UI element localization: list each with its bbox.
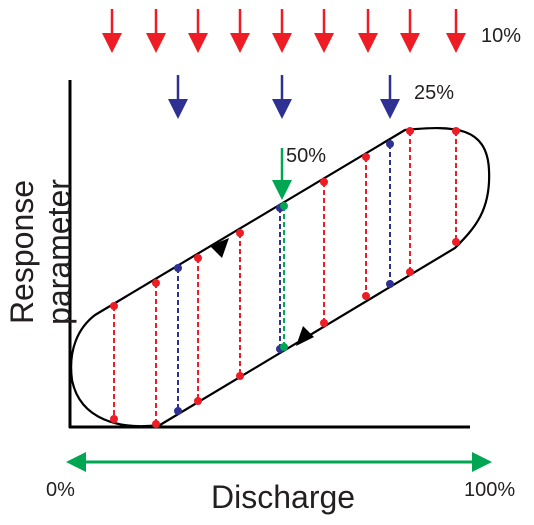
sampling-points [110,127,460,428]
sampling-point [152,420,160,428]
arrow-down-icon [102,9,122,53]
sampling-point [236,372,244,380]
sampling-point [386,280,394,288]
double-arrow-icon [66,452,492,472]
sampling-point [320,319,328,327]
sampling-point [174,407,182,415]
sampling-point [386,140,394,148]
sampling-point [174,264,182,272]
sampling-point [236,229,244,237]
loop-direction-arrow-icon [210,238,314,346]
y-axis-label: Response parameter [4,179,77,325]
sampling-point [280,202,288,210]
sampling-point [320,178,328,186]
sampling-point [152,279,160,287]
arrow-down-icon [400,9,420,53]
sampling-point [362,153,370,161]
label-50-percent: 50% [286,145,327,167]
sampling-point [452,238,460,246]
arrow-down-icon [102,9,466,53]
sampling-point [110,302,118,310]
label-25-percent: 25% [414,82,455,104]
label-100-percent: 100% [464,479,516,501]
arrow-down-icon [146,9,166,53]
sampling-point [362,292,370,300]
sampling-point [406,268,414,276]
arrow-down-icon [188,9,208,53]
arrow-down-icon [168,75,400,119]
arrow-down-icon [272,148,292,200]
x-axis-label: Discharge [211,479,356,515]
arrow-down-icon [358,9,378,53]
label-0-percent: 0% [46,479,75,501]
sampling-point [194,254,202,262]
arrow-down-icon [380,75,400,119]
sampling-point [280,343,288,351]
arrow-down-icon [272,9,292,53]
label-10-percent: 10% [481,25,522,47]
sampling-point [110,415,118,423]
arrow-down-icon [446,9,466,53]
arrow-down-icon [230,9,250,53]
arrow-down-icon [314,9,334,53]
hysteresis-loop [70,126,491,428]
sampling-lines [113,131,457,424]
sampling-point [406,127,414,135]
arrow-down-icon [168,75,188,119]
sampling-point [194,397,202,405]
arrow-down-icon [272,75,292,119]
sampling-point [452,127,460,135]
